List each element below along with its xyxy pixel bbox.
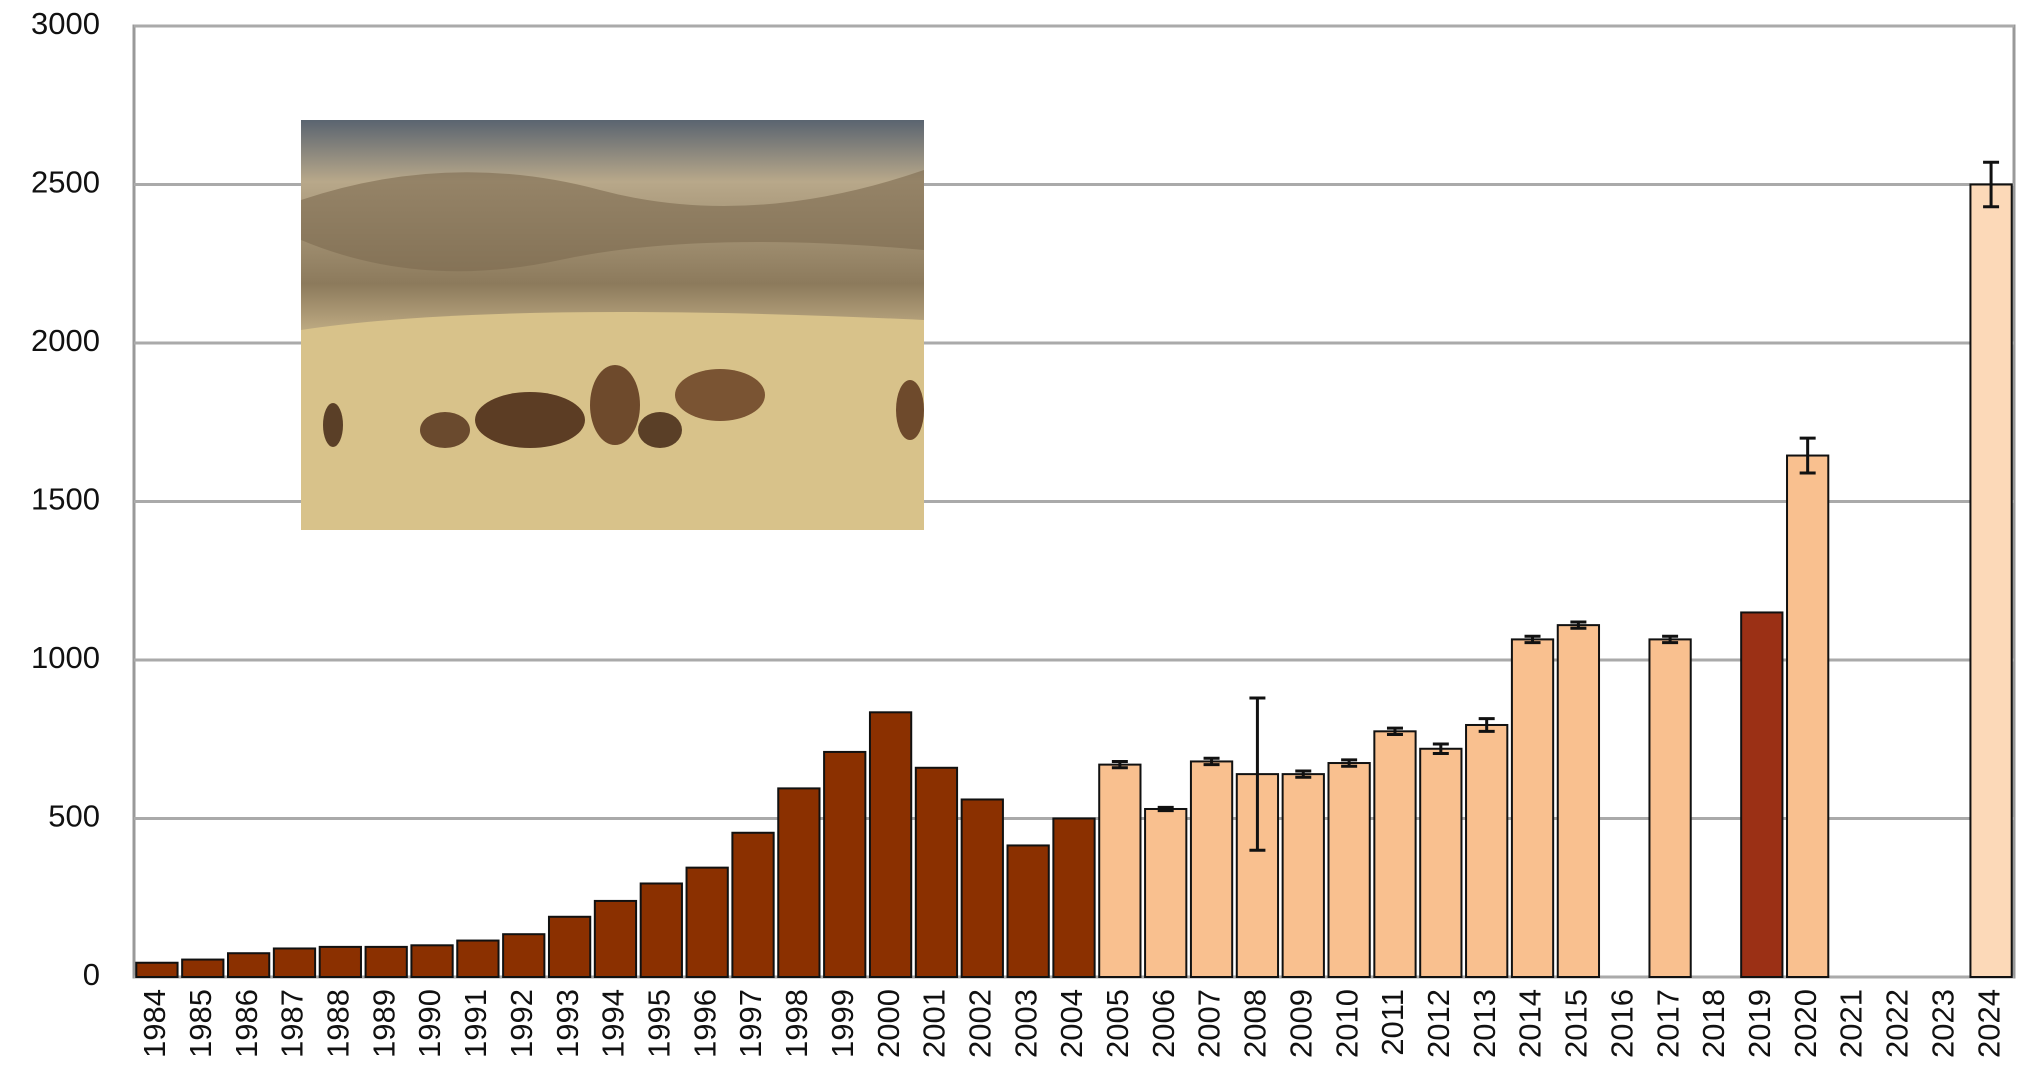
bar xyxy=(1465,723,1509,978)
bar xyxy=(318,945,362,979)
bar xyxy=(868,711,913,978)
x-tick-label: 2003 xyxy=(1008,989,1043,1058)
x-tick-label: 2008 xyxy=(1238,989,1273,1058)
x-tick-label: 2004 xyxy=(1054,989,1089,1058)
x-tick-label: 2001 xyxy=(917,989,952,1058)
bar xyxy=(1556,624,1601,978)
x-tick-label: 1990 xyxy=(412,989,447,1058)
y-tick-label: 1000 xyxy=(31,640,100,675)
x-tick-label: 2011 xyxy=(1375,989,1410,1056)
elk-photo xyxy=(301,120,924,530)
bar xyxy=(456,939,500,978)
bar xyxy=(1098,763,1142,978)
bar xyxy=(272,947,317,978)
error-bar xyxy=(1386,726,1403,736)
x-tick-label: 1996 xyxy=(687,989,722,1058)
bar xyxy=(1740,611,1784,978)
error-bar xyxy=(1249,696,1266,852)
x-tick-label: 2022 xyxy=(1880,989,1915,1058)
x-tick-label: 2012 xyxy=(1421,989,1456,1058)
x-tick-label: 1999 xyxy=(825,989,860,1058)
x-tick-label: 1991 xyxy=(458,989,493,1058)
y-tick-label: 0 xyxy=(83,957,100,992)
bar xyxy=(823,750,867,978)
x-tick-label: 2015 xyxy=(1559,989,1594,1058)
bar xyxy=(1510,638,1555,979)
bar xyxy=(960,798,1004,978)
x-tick-label: 2000 xyxy=(871,989,906,1058)
y-tick-label: 1500 xyxy=(31,482,100,517)
bar xyxy=(1786,454,1830,979)
error-bar xyxy=(1341,758,1358,768)
bar xyxy=(1189,760,1234,978)
bar xyxy=(1419,747,1463,979)
error-bar xyxy=(1662,634,1679,645)
bar xyxy=(1281,773,1325,978)
bar xyxy=(1052,817,1096,978)
bar xyxy=(685,866,729,979)
bar xyxy=(1648,638,1692,979)
x-tick-label: 1987 xyxy=(275,989,310,1058)
bar xyxy=(547,915,592,979)
bar xyxy=(593,899,638,978)
x-tick-label: 1986 xyxy=(229,989,264,1058)
x-tick-label: 1984 xyxy=(137,989,172,1058)
x-tick-label: 2005 xyxy=(1100,989,1135,1058)
x-tick-label: 2007 xyxy=(1192,989,1227,1058)
x-tick-label: 2009 xyxy=(1283,989,1318,1058)
y-tick-label: 500 xyxy=(48,799,100,834)
bar xyxy=(914,766,959,979)
y-tick-label: 2000 xyxy=(31,323,100,358)
bar xyxy=(639,882,683,978)
error-bar xyxy=(1111,759,1128,770)
bar xyxy=(364,945,408,979)
error-bar xyxy=(1432,742,1449,756)
y-tick-label: 2500 xyxy=(31,165,100,200)
y-tick-label: 3000 xyxy=(31,6,100,41)
x-tick-label: 1993 xyxy=(550,989,585,1058)
x-tick-label: 2020 xyxy=(1788,989,1823,1058)
error-bar xyxy=(1478,717,1495,733)
x-tick-label: 2016 xyxy=(1604,989,1639,1058)
bar xyxy=(1144,807,1188,978)
x-tick-label: 1985 xyxy=(183,989,218,1058)
x-tick-label: 1995 xyxy=(642,989,677,1058)
error-bar xyxy=(1799,436,1816,475)
error-bar xyxy=(1295,769,1312,779)
bar xyxy=(1373,730,1417,979)
bar xyxy=(1969,183,2013,978)
bar xyxy=(1006,844,1050,978)
bar xyxy=(227,952,271,978)
error-bar xyxy=(1203,756,1220,767)
bar xyxy=(777,787,821,979)
x-tick-label: 2013 xyxy=(1467,989,1502,1058)
error-bar xyxy=(1983,160,2000,209)
error-bar xyxy=(1524,634,1541,645)
x-tick-label: 2023 xyxy=(1925,989,1960,1058)
bar xyxy=(502,933,546,979)
bar xyxy=(181,958,225,979)
x-tick-label: 2014 xyxy=(1513,989,1548,1058)
x-tick-label: 2019 xyxy=(1742,989,1777,1058)
x-tick-label: 1998 xyxy=(779,989,814,1058)
x-tick-label: 2024 xyxy=(1971,989,2006,1058)
x-tick-label: 1994 xyxy=(596,989,631,1058)
error-bar xyxy=(1157,805,1174,813)
bar xyxy=(731,831,775,979)
x-tick-label: 2010 xyxy=(1329,989,1364,1058)
bar xyxy=(135,961,179,978)
error-bar xyxy=(1570,620,1587,630)
x-tick-label: 1989 xyxy=(366,989,401,1058)
x-tick-label: 2018 xyxy=(1696,989,1731,1058)
x-tick-label: 2017 xyxy=(1650,989,1685,1058)
x-tick-label: 1992 xyxy=(504,989,539,1058)
x-tick-label: 1997 xyxy=(733,989,768,1058)
x-tick-label: 1988 xyxy=(321,989,356,1058)
x-tick-label: 2002 xyxy=(962,989,997,1058)
bar xyxy=(410,944,454,978)
x-tick-label: 2006 xyxy=(1146,989,1181,1058)
x-tick-label: 2021 xyxy=(1834,989,1869,1058)
bar xyxy=(1327,762,1371,979)
